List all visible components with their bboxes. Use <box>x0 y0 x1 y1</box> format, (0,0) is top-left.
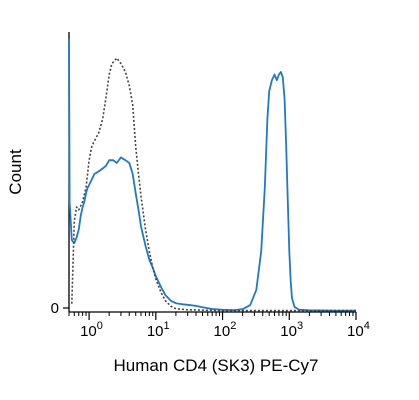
x-tick-label-exponent: 3 <box>297 320 303 332</box>
stained-histogram-line <box>68 38 356 312</box>
x-major-ticks <box>88 312 357 320</box>
x-tick-label: 101 <box>147 320 170 340</box>
series-group <box>68 38 356 312</box>
x-tick-label: 104 <box>347 320 370 340</box>
x-tick-label-base: 10 <box>214 323 231 340</box>
x-tick-label-base: 10 <box>280 323 297 340</box>
x-tick-label-exponent: 1 <box>164 320 170 332</box>
x-tick-label: 100 <box>80 320 103 340</box>
x-minor-ticks <box>68 312 354 316</box>
y-tick-label: 0 <box>51 300 59 317</box>
x-tick-label-base: 10 <box>347 323 364 340</box>
control-histogram-line <box>71 57 356 312</box>
y-axis-title: Count <box>6 149 25 195</box>
x-tick-label-exponent: 4 <box>364 320 370 332</box>
x-tick-label-base: 10 <box>80 323 97 340</box>
x-tick-label-base: 10 <box>147 323 164 340</box>
x-tick-label-exponent: 2 <box>230 320 236 332</box>
x-tick-label: 102 <box>214 320 237 340</box>
x-tick-label-exponent: 0 <box>97 320 103 332</box>
y-ticks: 0 <box>51 300 69 317</box>
x-tick-label: 103 <box>280 320 303 340</box>
x-axis-title: Human CD4 (SK3) PE-Cy7 <box>113 356 318 375</box>
x-tick-labels: 100 101 102 103 104 <box>80 320 370 340</box>
